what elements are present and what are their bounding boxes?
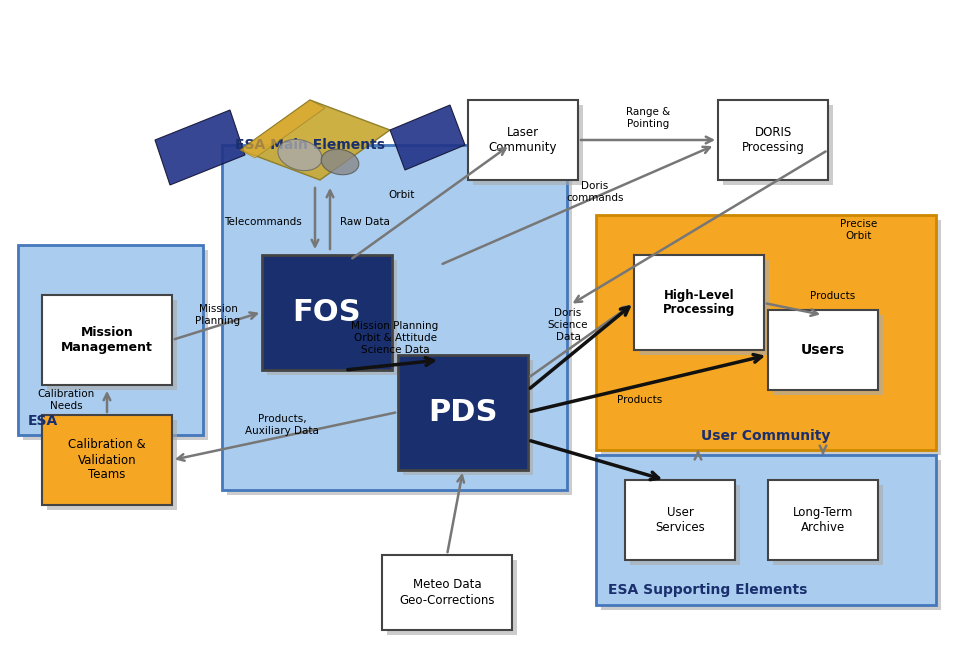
FancyBboxPatch shape — [625, 480, 735, 560]
Text: DORIS
Processing: DORIS Processing — [741, 126, 804, 154]
Polygon shape — [240, 100, 325, 158]
Text: High-Level
Processing: High-Level Processing — [662, 289, 735, 317]
Text: Doris
Science
Data: Doris Science Data — [548, 309, 588, 342]
FancyBboxPatch shape — [18, 245, 203, 435]
Ellipse shape — [278, 140, 322, 171]
FancyBboxPatch shape — [222, 145, 567, 490]
FancyBboxPatch shape — [596, 215, 936, 450]
Text: ESA Supporting Elements: ESA Supporting Elements — [608, 583, 807, 597]
FancyBboxPatch shape — [473, 105, 583, 185]
Text: Calibration &
Validation
Teams: Calibration & Validation Teams — [68, 438, 146, 481]
FancyBboxPatch shape — [267, 260, 397, 375]
FancyBboxPatch shape — [768, 310, 878, 390]
FancyBboxPatch shape — [227, 150, 572, 495]
Text: ESA Main Elements: ESA Main Elements — [235, 138, 385, 152]
Text: Mission
Planning: Mission Planning — [196, 304, 241, 326]
Text: Telecommands: Telecommands — [225, 217, 302, 227]
FancyBboxPatch shape — [23, 250, 208, 440]
FancyBboxPatch shape — [596, 455, 936, 605]
FancyBboxPatch shape — [387, 560, 517, 635]
Text: ESA: ESA — [28, 414, 59, 428]
FancyBboxPatch shape — [634, 255, 764, 350]
Text: Long-Term
Archive: Long-Term Archive — [793, 506, 853, 534]
Text: Mission
Management: Mission Management — [61, 326, 153, 354]
Text: Raw Data: Raw Data — [340, 217, 390, 227]
FancyBboxPatch shape — [262, 255, 392, 370]
Text: Orbit: Orbit — [389, 190, 415, 200]
Text: FOS: FOS — [293, 298, 361, 327]
Text: Products,
Auxiliary Data: Products, Auxiliary Data — [245, 414, 319, 436]
FancyBboxPatch shape — [47, 420, 177, 510]
Polygon shape — [240, 100, 390, 180]
FancyBboxPatch shape — [47, 300, 177, 390]
Text: Mission Planning
Orbit & Attitude
Science Data: Mission Planning Orbit & Attitude Scienc… — [351, 321, 439, 354]
Text: Precise
Orbit: Precise Orbit — [840, 219, 877, 241]
Text: Products: Products — [617, 395, 662, 405]
Text: Doris
commands: Doris commands — [566, 181, 624, 203]
Polygon shape — [155, 110, 245, 185]
Text: User
Services: User Services — [655, 506, 705, 534]
FancyBboxPatch shape — [398, 355, 528, 470]
FancyBboxPatch shape — [768, 480, 878, 560]
Text: Users: Users — [801, 343, 845, 357]
Text: Laser
Community: Laser Community — [489, 126, 557, 154]
Text: Products: Products — [810, 291, 855, 301]
FancyBboxPatch shape — [630, 485, 740, 565]
Text: Meteo Data
Geo-Corrections: Meteo Data Geo-Corrections — [399, 579, 494, 606]
FancyBboxPatch shape — [42, 295, 172, 385]
FancyBboxPatch shape — [42, 415, 172, 505]
Text: PDS: PDS — [428, 398, 497, 427]
Ellipse shape — [322, 149, 359, 175]
FancyBboxPatch shape — [468, 100, 578, 180]
Text: Calibration
Needs: Calibration Needs — [37, 389, 95, 411]
FancyBboxPatch shape — [773, 315, 883, 395]
FancyBboxPatch shape — [382, 555, 512, 630]
FancyBboxPatch shape — [773, 485, 883, 565]
FancyBboxPatch shape — [601, 460, 941, 610]
FancyBboxPatch shape — [718, 100, 828, 180]
Text: User Community: User Community — [702, 429, 830, 443]
FancyBboxPatch shape — [601, 220, 941, 455]
FancyBboxPatch shape — [403, 360, 533, 475]
FancyBboxPatch shape — [639, 260, 769, 355]
Text: Range &
Pointing: Range & Pointing — [626, 107, 670, 129]
Polygon shape — [390, 105, 465, 170]
FancyBboxPatch shape — [723, 105, 833, 185]
